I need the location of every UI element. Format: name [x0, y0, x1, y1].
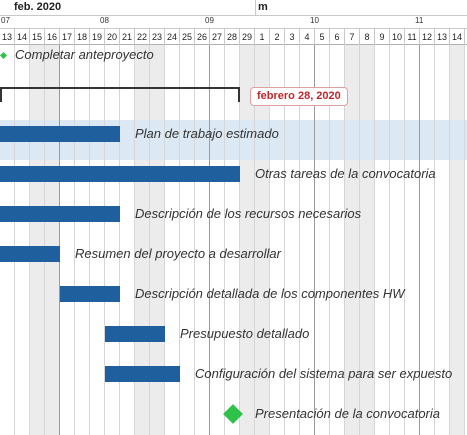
week-label: 08 — [100, 16, 109, 25]
day-cell: 4 — [300, 29, 315, 45]
task-label: Presupuesto detallado — [180, 326, 310, 341]
day-gridline — [299, 45, 300, 435]
date-badge: febrero 28, 2020 — [250, 87, 348, 106]
weekend-column — [45, 45, 60, 435]
day-cell: 14 — [15, 29, 30, 45]
week-label: 09 — [205, 16, 214, 25]
day-cell: 17 — [60, 29, 75, 45]
day-gridline — [329, 45, 330, 435]
day-cell: 13 — [0, 29, 15, 45]
month-header: feb. 2020 m — [0, 0, 467, 16]
day-cell: 18 — [75, 29, 90, 45]
task-label: Descripción de los recursos necesarios — [135, 206, 362, 221]
week-label: 10 — [310, 16, 319, 25]
day-gridline — [224, 45, 225, 435]
day-cell: 12 — [420, 29, 435, 45]
day-gridline — [374, 45, 375, 435]
task-label: Resumen del proyecto a desarrollar — [75, 246, 281, 261]
day-gridline — [89, 45, 90, 435]
week-gridline — [209, 45, 210, 435]
day-gridline — [254, 45, 255, 435]
day-cell: 11 — [405, 29, 420, 45]
week-label: 07 — [1, 16, 10, 25]
day-gridline — [104, 45, 105, 435]
weekend-column — [30, 45, 45, 435]
summary-bar[interactable] — [0, 87, 240, 102]
day-cell: 22 — [135, 29, 150, 45]
day-cell: 19 — [90, 29, 105, 45]
task-bar[interactable] — [60, 286, 120, 302]
day-cell: 26 — [195, 29, 210, 45]
day-cell: 24 — [165, 29, 180, 45]
day-gridline — [119, 45, 120, 435]
day-cell: 15 — [30, 29, 45, 45]
milestone-label: Presentación de la convocatoria — [255, 406, 441, 421]
day-cell: 13 — [435, 29, 450, 45]
task-bar[interactable] — [0, 206, 120, 222]
day-gridline — [404, 45, 405, 435]
day-gridline — [464, 45, 465, 435]
day-cell: 27 — [210, 29, 225, 45]
day-gridline — [239, 45, 240, 435]
task-bar[interactable] — [105, 326, 165, 342]
task-label: Plan de trabajo estimado — [135, 126, 279, 141]
day-gridline — [149, 45, 150, 435]
month-label: m — [258, 1, 268, 13]
task-bar[interactable] — [0, 126, 120, 142]
month-label: feb. 2020 — [14, 1, 62, 13]
week-gridline — [314, 45, 315, 435]
day-gridline — [449, 45, 450, 435]
day-cell: 16 — [45, 29, 60, 45]
day-cell: 7 — [345, 29, 360, 45]
month-separator — [255, 0, 256, 16]
day-header: 13 14 15 16 17 18 19 20 21 22 23 24 25 26 27 28 29 1 2 3 4 5 6… — [0, 29, 467, 45]
day-cell: 6 — [330, 29, 345, 45]
task-bar[interactable] — [105, 366, 180, 382]
day-cell: 2 — [270, 29, 285, 45]
day-gridline — [14, 45, 15, 435]
day-gridline — [74, 45, 75, 435]
day-cell: 10 — [390, 29, 405, 45]
task-label: Configuración del sistema para ser expue… — [195, 366, 453, 381]
week-gridline — [419, 45, 420, 435]
week-gridline — [59, 45, 60, 435]
day-cell: 23 — [150, 29, 165, 45]
week-label: 11 — [415, 16, 424, 25]
task-label: Descripción detallada de los componentes… — [135, 286, 405, 301]
day-cell: 20 — [105, 29, 120, 45]
day-cell: 3 — [285, 29, 300, 45]
day-gridline — [434, 45, 435, 435]
day-gridline — [29, 45, 30, 435]
day-gridline — [344, 45, 345, 435]
task-bar[interactable] — [0, 166, 240, 182]
day-cell: 14 — [450, 29, 465, 45]
day-cell: 5 — [315, 29, 330, 45]
day-gridline — [284, 45, 285, 435]
day-cell: 21 — [120, 29, 135, 45]
day-gridline — [164, 45, 165, 435]
grid-area — [0, 45, 467, 435]
day-gridline — [134, 45, 135, 435]
task-label: Otras tareas de la convocatoria — [255, 166, 436, 181]
day-cell: 9 — [375, 29, 390, 45]
day-cell: 29 — [240, 29, 255, 45]
week-header: 07 08 09 10 11 — [0, 16, 467, 29]
day-gridline — [389, 45, 390, 435]
day-cell: 25 — [180, 29, 195, 45]
day-gridline — [179, 45, 180, 435]
day-gridline — [194, 45, 195, 435]
day-gridline — [359, 45, 360, 435]
day-gridline — [269, 45, 270, 435]
task-bar[interactable] — [0, 246, 60, 262]
day-cell: 28 — [225, 29, 240, 45]
day-cell: 8 — [360, 29, 375, 45]
day-gridline — [44, 45, 45, 435]
milestone-label: Completar anteproyecto — [15, 47, 154, 62]
day-cell: 1 — [255, 29, 270, 45]
